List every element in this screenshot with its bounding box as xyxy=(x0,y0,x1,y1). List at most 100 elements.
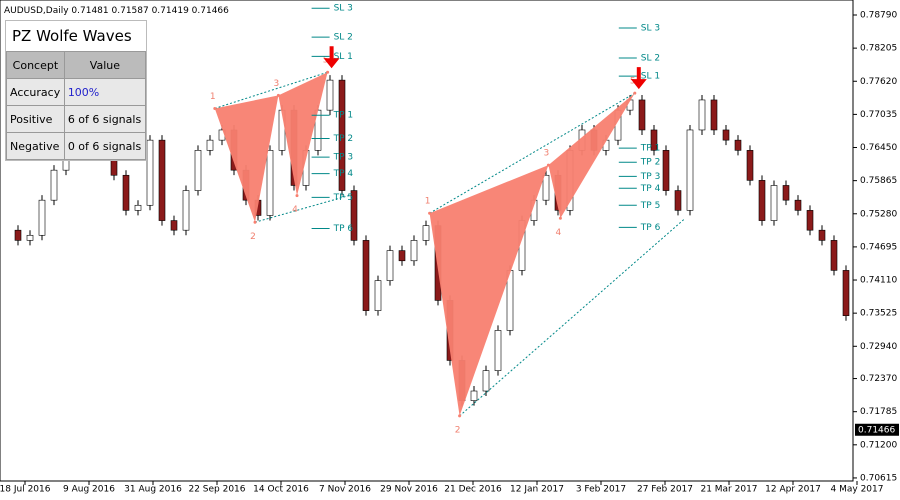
y-tick-label: 0.72370 xyxy=(860,374,897,384)
cell: Accuracy xyxy=(6,78,65,106)
candle xyxy=(26,234,34,241)
candle xyxy=(818,229,826,241)
level-label: TP 2 xyxy=(640,158,661,168)
level-label: TP 1 xyxy=(640,144,661,154)
panel-title: PZ Wolfe Waves xyxy=(6,21,146,51)
wave-point xyxy=(428,211,432,215)
wave-point xyxy=(276,93,280,97)
signal-arrow xyxy=(323,46,340,69)
candle xyxy=(770,185,778,221)
candle xyxy=(122,174,130,211)
candle xyxy=(674,190,682,211)
candle xyxy=(134,204,142,211)
candle xyxy=(266,150,274,216)
candle xyxy=(386,250,394,281)
header-cell: Concept xyxy=(6,51,65,79)
candle xyxy=(398,250,406,262)
y-tick-label: 0.71785 xyxy=(860,407,897,417)
candle xyxy=(842,270,850,317)
candle xyxy=(182,190,190,231)
candle xyxy=(50,169,58,201)
wave-triangle xyxy=(278,72,328,196)
cell: Positive xyxy=(6,105,65,133)
candle xyxy=(758,180,766,221)
x-tick-label: 27 Feb 2017 xyxy=(637,485,693,495)
candle xyxy=(374,280,382,311)
x-tick-label: 9 Aug 2016 xyxy=(63,485,115,495)
level-label: TP 1 xyxy=(333,111,354,121)
wave-point xyxy=(295,194,299,198)
level-label: TP 3 xyxy=(640,172,661,182)
level-label: TP 4 xyxy=(640,184,661,194)
wolfe-panel: PZ Wolfe Waves Concept Value Accuracy 100%… xyxy=(5,20,147,161)
cell: 0 of 6 signals xyxy=(63,132,147,160)
candle xyxy=(650,129,658,151)
candle xyxy=(482,370,490,392)
candle xyxy=(170,220,178,231)
candle xyxy=(746,150,754,181)
level-label: SL 2 xyxy=(641,54,660,64)
wave-triangle xyxy=(214,95,279,223)
y-tick-label: 0.73525 xyxy=(860,309,897,319)
x-tick-label: 4 May 2017 xyxy=(831,485,884,495)
y-tick-label: 0.70615 xyxy=(860,473,897,483)
wave-line xyxy=(254,195,349,223)
x-tick-label: 22 Sep 2016 xyxy=(188,485,245,495)
symbol-name: AUDUSD,Daily xyxy=(4,6,69,16)
wave-label: 4 xyxy=(556,228,562,238)
candle xyxy=(38,199,46,236)
candle xyxy=(338,79,346,191)
candle xyxy=(782,185,790,201)
candle xyxy=(722,129,730,141)
wave-point xyxy=(633,91,637,95)
y-tick-label: 0.78205 xyxy=(860,44,897,54)
candle xyxy=(350,190,358,241)
x-tick-label: 29 Nov 2016 xyxy=(380,485,438,495)
wave-label: 4 xyxy=(292,205,298,215)
price-box xyxy=(855,423,899,436)
y-tick-label: 0.76450 xyxy=(860,143,897,153)
wave-point xyxy=(213,106,217,110)
candle xyxy=(806,210,814,231)
level-label: SL 1 xyxy=(334,52,353,62)
wave-triangle xyxy=(548,93,635,219)
level-label: TP 6 xyxy=(640,223,661,233)
candle xyxy=(206,139,214,151)
wave-label: 3 xyxy=(544,149,550,159)
y-tick-label: 0.77620 xyxy=(860,77,897,87)
candle xyxy=(710,99,718,131)
wave-label: 2 xyxy=(250,232,256,242)
y-tick-label: 0.77035 xyxy=(860,110,897,120)
level-label: SL 3 xyxy=(334,4,353,14)
candle xyxy=(326,79,334,111)
candle xyxy=(542,174,550,201)
header-cell: Value xyxy=(63,51,147,79)
level-label: TP 3 xyxy=(333,153,354,163)
signal-arrow xyxy=(630,67,647,90)
candle xyxy=(194,150,202,191)
candle xyxy=(494,330,502,371)
level-label: TP 6 xyxy=(333,224,354,234)
cell: 6 of 6 signals xyxy=(63,105,147,133)
x-tick-label: 7 Nov 2016 xyxy=(319,485,371,495)
level-label: TP 4 xyxy=(333,169,354,179)
level-label: SL 1 xyxy=(641,72,660,82)
level-label: TP 5 xyxy=(640,201,661,211)
cell: 100% xyxy=(63,78,147,106)
wave-triangle xyxy=(429,165,549,416)
symbol: AUDUSD,Daily 0.71481 0.71587 0.71419 0.7… xyxy=(4,6,229,16)
y-tick-label: 0.75280 xyxy=(860,209,897,219)
candle xyxy=(686,129,694,211)
y-tick-label: 0.72940 xyxy=(860,342,897,352)
quote: 0.71481 0.71587 0.71419 0.71466 xyxy=(71,6,229,16)
y-tick-label: 0.74110 xyxy=(860,276,897,286)
candle xyxy=(422,225,430,241)
candle xyxy=(638,99,646,131)
x-tick-label: 21 Mar 2017 xyxy=(700,485,757,495)
panel-table: Concept Value Accuracy 100% Positive 6 of 6… xyxy=(6,51,147,160)
y-tick-label: 0.74695 xyxy=(860,242,897,252)
level-label: TP 5 xyxy=(333,193,354,203)
wave-point xyxy=(326,70,330,74)
level-label: SL 3 xyxy=(641,24,660,34)
